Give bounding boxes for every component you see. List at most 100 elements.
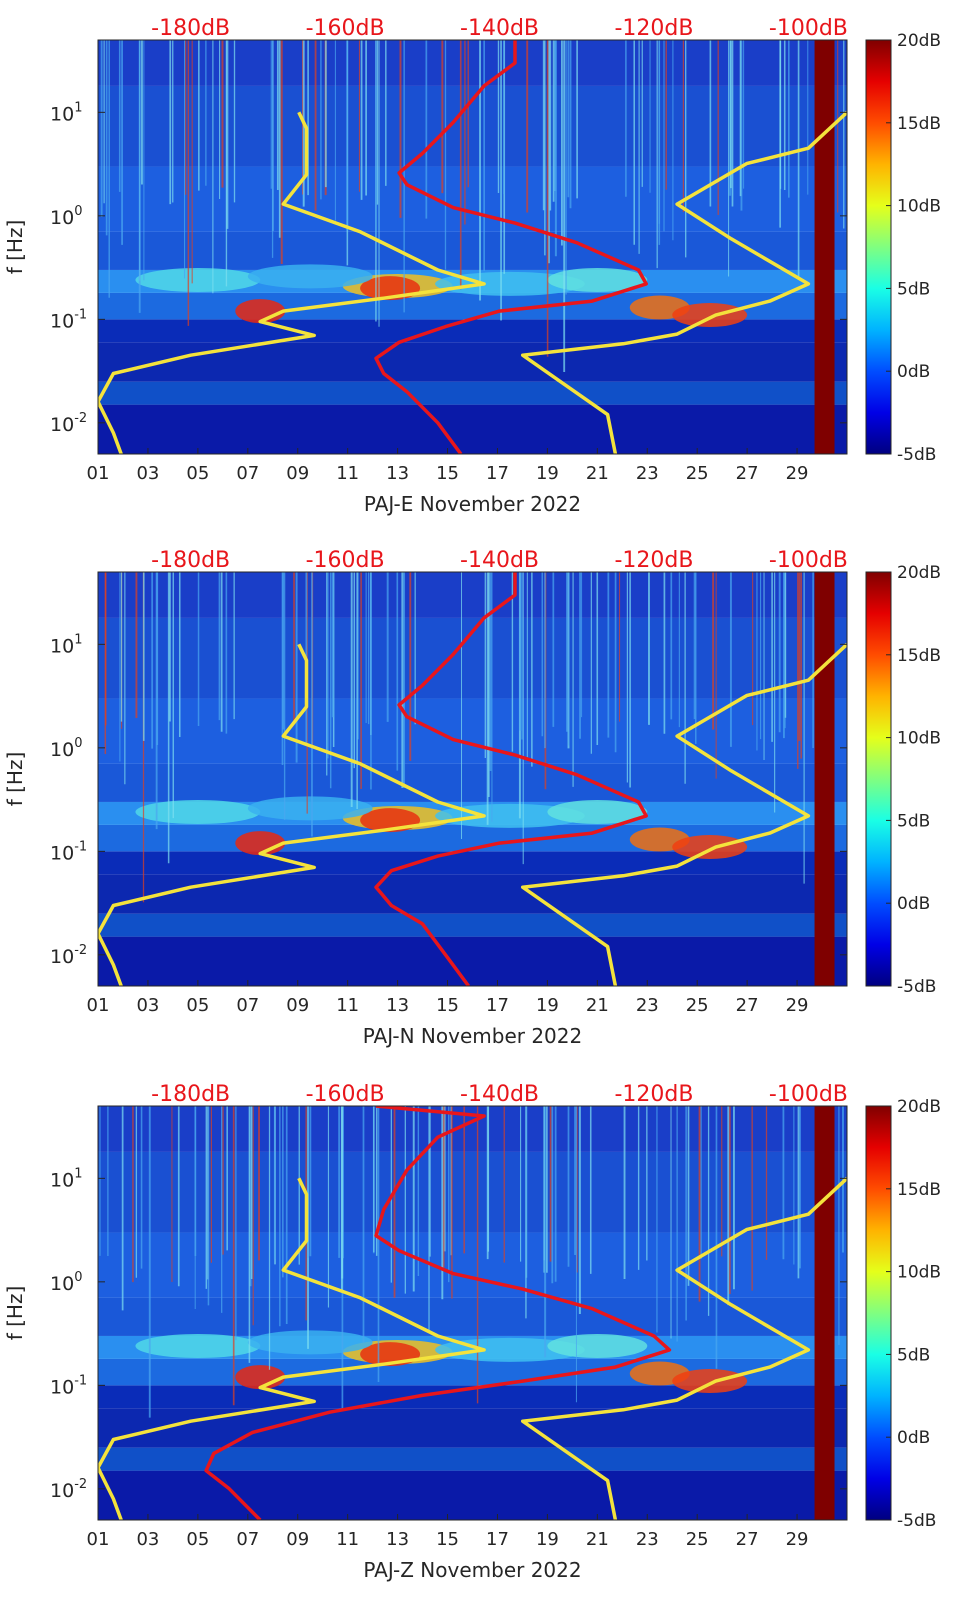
- x-axis-label: PAJ-Z November 2022: [363, 1558, 581, 1582]
- y-tick-label: 101: [50, 100, 82, 125]
- energy-blob: [135, 267, 261, 292]
- colorbar-tick-label: -5dB: [897, 445, 936, 465]
- x-tick-label: 11: [336, 995, 359, 1016]
- energy-blob: [672, 303, 748, 328]
- energy-blob: [547, 799, 648, 824]
- high-noise-model-curve: [520, 111, 847, 454]
- x-tick-label: 09: [286, 463, 309, 484]
- noise-band: [98, 381, 847, 405]
- noise-band: [98, 404, 847, 454]
- noise-band: [98, 763, 847, 802]
- y-axis-label: f [Hz]: [3, 1286, 27, 1341]
- energy-blob: [135, 1333, 261, 1358]
- noise-band: [98, 1470, 847, 1520]
- top-db-label: -120dB: [614, 16, 693, 41]
- energy-blob: [672, 1369, 748, 1394]
- energy-blob: [235, 831, 286, 856]
- x-tick-label: 25: [686, 1529, 709, 1550]
- x-tick-label: 13: [386, 463, 409, 484]
- x-tick-label: 27: [736, 463, 759, 484]
- x-tick-label: 29: [786, 463, 809, 484]
- y-tick-label: 10-2: [50, 943, 87, 968]
- y-tick-label: 10-1: [50, 1373, 87, 1398]
- median-psd-curve: [374, 572, 648, 986]
- noise-band: [98, 231, 847, 270]
- colorbar-tick-label: 5dB: [897, 811, 930, 831]
- x-tick-label: 27: [736, 1529, 759, 1550]
- top-db-label: -160dB: [306, 16, 385, 41]
- x-tick-label: 29: [786, 1529, 809, 1550]
- x-tick-label: 01: [87, 1529, 110, 1550]
- energy-blob: [547, 1333, 648, 1358]
- colorbar: [865, 39, 892, 455]
- plot-frame: [97, 1105, 848, 1521]
- x-axis-label: PAJ-E November 2022: [364, 492, 581, 516]
- noise-band: [98, 1447, 847, 1471]
- colorbar-tick-label: -5dB: [897, 977, 936, 997]
- colorbar-tick-label: 15dB: [897, 114, 941, 134]
- high-noise-model-curve: [520, 1177, 847, 1520]
- x-tick-label: 21: [586, 463, 609, 484]
- noise-band: [98, 1408, 847, 1448]
- top-db-label: -140dB: [460, 1082, 539, 1107]
- x-tick-label: 11: [336, 1529, 359, 1550]
- x-tick-label: 09: [286, 1529, 309, 1550]
- x-tick-label: 05: [186, 1529, 209, 1550]
- x-tick-label: 19: [536, 995, 559, 1016]
- top-db-label: -160dB: [306, 1082, 385, 1107]
- x-tick-label: 03: [136, 1529, 159, 1550]
- energy-blob: [547, 267, 648, 292]
- colorbar-tick-label: 15dB: [897, 1180, 941, 1200]
- median-psd-curve: [374, 40, 648, 454]
- noise-band: [98, 913, 847, 937]
- energy-blob: [247, 1330, 373, 1355]
- x-tick-label: 07: [236, 1529, 259, 1550]
- x-tick-label: 05: [186, 463, 209, 484]
- noise-band: [98, 874, 847, 914]
- spectrogram-plot: [98, 572, 847, 986]
- x-tick-label: 15: [436, 1529, 459, 1550]
- plot-frame: [97, 39, 848, 455]
- y-tick-label: 10-1: [50, 307, 87, 332]
- colorbar-tick-label: -5dB: [897, 1511, 936, 1531]
- colorbar-tick-label: 0dB: [897, 1428, 930, 1448]
- y-tick-label: 100: [50, 204, 82, 229]
- x-tick-label: 17: [486, 995, 509, 1016]
- x-tick-label: 23: [636, 1529, 659, 1550]
- noise-band: [98, 342, 847, 382]
- x-tick-label: 03: [136, 995, 159, 1016]
- saturated-band: [814, 40, 835, 454]
- x-tick-label: 17: [486, 463, 509, 484]
- top-db-label: -180dB: [151, 16, 230, 41]
- y-axis-label: f [Hz]: [3, 752, 27, 807]
- x-tick-label: 25: [686, 995, 709, 1016]
- x-tick-label: 19: [536, 1529, 559, 1550]
- top-db-label: -100dB: [769, 16, 848, 41]
- y-tick-label: 101: [50, 1166, 82, 1191]
- x-tick-label: 01: [87, 995, 110, 1016]
- top-db-label: -180dB: [151, 1082, 230, 1107]
- saturated-band: [814, 1106, 835, 1520]
- panel-1: 01 03 05 07 09 11 13 15 17 19 21 23 25 27 29 PAJ-E Nove…: [3, 16, 941, 516]
- noise-band: [98, 40, 847, 86]
- panel-2: 01 03 05 07 09 11 13 15 17 19 21 23 25 27 29 PAJ-N Nove…: [3, 548, 941, 1048]
- x-tick-label: 19: [536, 463, 559, 484]
- low-noise-model-curve: [98, 643, 486, 986]
- energy-blob: [435, 803, 585, 828]
- spectrogram-plot: [98, 1106, 847, 1520]
- top-db-label: -100dB: [769, 1082, 848, 1107]
- saturated-band: [814, 572, 835, 986]
- x-tick-label: 07: [236, 995, 259, 1016]
- top-db-label: -180dB: [151, 548, 230, 573]
- colorbar: [865, 1105, 892, 1521]
- energy-blob: [435, 1337, 585, 1362]
- low-noise-model-curve: [98, 111, 486, 454]
- x-tick-label: 15: [436, 463, 459, 484]
- colorbar-tick-label: 15dB: [897, 646, 941, 666]
- x-tick-label: 07: [236, 463, 259, 484]
- top-db-label: -140dB: [460, 548, 539, 573]
- x-tick-label: 01: [87, 463, 110, 484]
- x-tick-label: 27: [736, 995, 759, 1016]
- colorbar-tick-label: 10dB: [897, 729, 941, 749]
